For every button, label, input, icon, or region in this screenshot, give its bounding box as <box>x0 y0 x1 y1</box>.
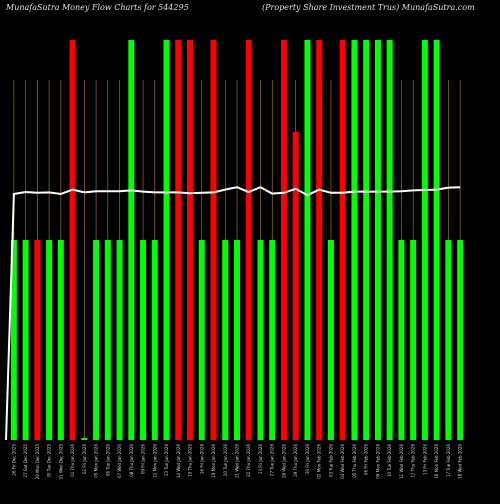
chart-subtitle: (Property Share Investment Trus) MunafaS… <box>262 3 475 12</box>
bar-14 <box>163 40 170 440</box>
bar-2 <box>22 240 29 440</box>
bar-1 <box>10 240 17 440</box>
bar-38 <box>445 240 452 440</box>
x-tick-label: 15 Thu Jan 2026 <box>188 444 193 477</box>
x-tick-label: 08 Thu Jan 2026 <box>129 444 134 477</box>
x-tick-label: 02 Mon Feb 2026 <box>317 444 322 479</box>
bar-3 <box>34 240 41 440</box>
bar-8 <box>93 240 100 440</box>
bar-10 <box>116 240 123 440</box>
money-flow-line <box>5 186 461 441</box>
x-tick-label: 21 Wed Jan 2026 <box>235 444 240 478</box>
x-tick-label: 01 Thu Jan 2026 <box>70 444 75 477</box>
bar-37 <box>433 40 440 440</box>
x-tick-label: 17 Tue Feb 2026 <box>446 444 451 477</box>
x-axis-ticks: 26 Fri Dec 2025 27 Sat Dec 2025 29 Mon Dec… <box>11 444 462 480</box>
x-tick-label: 16 Fri Jan 2026 <box>199 444 204 474</box>
bar-25 <box>292 132 299 440</box>
bar-13 <box>151 240 158 440</box>
bar-18 <box>210 40 217 440</box>
bar-21 <box>245 40 252 440</box>
x-tick-label: 06 Fri Feb 2026 <box>364 444 369 475</box>
bar-4 <box>46 240 53 440</box>
x-tick-label: 13 Fri Feb 2026 <box>422 444 427 475</box>
bar-39 <box>457 240 464 440</box>
bar-34 <box>398 240 405 440</box>
x-tick-label: 29 Thu Jan 2026 <box>293 444 298 477</box>
x-tick-label: 30 Tue Dec 2025 <box>47 444 52 478</box>
x-tick-label: 30 Fri Jan 2026 <box>305 444 310 474</box>
bar-32 <box>374 40 381 440</box>
x-tick-label: 09 Mon Feb 2026 <box>375 444 380 479</box>
x-tick-label: 03 Tue Feb 2026 <box>328 444 333 477</box>
x-tick-label: 06 Tue Jan 2026 <box>105 444 110 477</box>
bar-12 <box>140 240 147 440</box>
bar-16 <box>187 40 194 440</box>
bar-29 <box>339 40 346 440</box>
x-tick-label: 04 Wed Feb 2026 <box>340 444 345 479</box>
x-tick-label: 28 Wed Jan 2026 <box>281 444 286 478</box>
bar-6 <box>69 40 76 440</box>
x-tick-label: 18 Wed Feb 2026 <box>458 444 463 479</box>
x-tick-label: 13 Tue Jan 2026 <box>164 444 169 477</box>
x-tick-label: 10 Tue Feb 2026 <box>387 444 392 477</box>
bar-19 <box>222 240 229 440</box>
bar-7 <box>81 438 88 440</box>
bar-23 <box>269 240 276 440</box>
bar-28 <box>327 240 334 440</box>
x-tick-label: 05 Mon Jan 2026 <box>94 444 99 478</box>
x-tick-label: 12 Mon Jan 2026 <box>152 444 157 478</box>
bar-30 <box>351 40 358 440</box>
x-tick-label: 14 Wed Jan 2026 <box>176 444 181 478</box>
bar-36 <box>421 40 428 440</box>
bar-5 <box>57 240 64 440</box>
x-tick-label: 27 Tue Jan 2026 <box>270 444 275 477</box>
x-tick-label: 12 Thu Feb 2026 <box>411 444 416 478</box>
bar-24 <box>280 40 287 440</box>
bar-15 <box>175 40 182 440</box>
x-tick-label: 22 Thu Jan 2026 <box>246 444 251 477</box>
bar-22 <box>257 240 264 440</box>
bar-31 <box>363 40 370 440</box>
x-tick-label: 02 Fri Jan 2026 <box>82 444 87 474</box>
x-tick-label: 27 Sat Dec 2025 <box>23 444 28 478</box>
bar-11 <box>128 40 135 440</box>
x-tick-label: 23 Fri Jan 2026 <box>258 444 263 474</box>
x-tick-label: 05 Thu Feb 2026 <box>352 444 357 478</box>
x-tick-label: 19 Mon Jan 2026 <box>211 444 216 478</box>
money-flow-bars <box>10 40 464 440</box>
bar-17 <box>198 240 205 440</box>
bar-26 <box>304 40 311 440</box>
x-tick-label: 07 Wed Jan 2026 <box>117 444 122 478</box>
x-tick-label: 11 Wed Feb 2026 <box>399 444 404 479</box>
x-tick-label: 09 Fri Jan 2026 <box>141 444 146 474</box>
x-tick-label: 26 Fri Dec 2025 <box>11 444 16 476</box>
x-tick-label: 16 Mon Feb 2026 <box>434 444 439 479</box>
bar-27 <box>316 40 323 440</box>
x-tick-label: 31 Wed Dec 2025 <box>58 444 63 480</box>
chart-title: MunafaSutra Money Flow Charts for 544295 <box>6 3 189 12</box>
bar-33 <box>386 40 393 440</box>
x-tick-label: 20 Tue Jan 2026 <box>223 444 228 477</box>
bar-9 <box>104 240 111 440</box>
bar-20 <box>234 240 240 440</box>
x-tick-label: 29 Mon Dec 2025 <box>35 444 40 480</box>
bar-35 <box>410 240 417 440</box>
